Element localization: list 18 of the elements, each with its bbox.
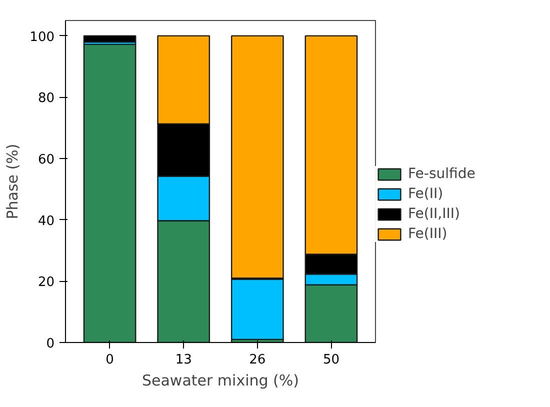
y-tick-label: 100 (30, 30, 55, 45)
y-tick-label: 20 (38, 275, 55, 290)
bar (83, 35, 136, 43)
y-tick-label: 60 (38, 152, 55, 168)
x-tick-label: 13 (175, 352, 192, 368)
legend-label: Fe(III) (408, 226, 448, 242)
x-tick-label: 26 (249, 352, 266, 368)
y-tick-label: 80 (38, 91, 55, 106)
y-tick-label: 40 (38, 214, 55, 229)
y-tick-label: 0 (46, 336, 55, 352)
legend-label: Fe(II,III) (408, 206, 460, 222)
bar (83, 44, 136, 342)
legend-label: Fe(II) (408, 186, 444, 202)
legend-label: Fe-sulfide (408, 166, 476, 182)
x-tick-label: 50 (322, 352, 340, 368)
x-tick-label: 0 (106, 352, 114, 368)
x-axis-title: Seawater mixing (%) (142, 372, 300, 390)
y-axis-title: Phase (%) (4, 144, 22, 220)
